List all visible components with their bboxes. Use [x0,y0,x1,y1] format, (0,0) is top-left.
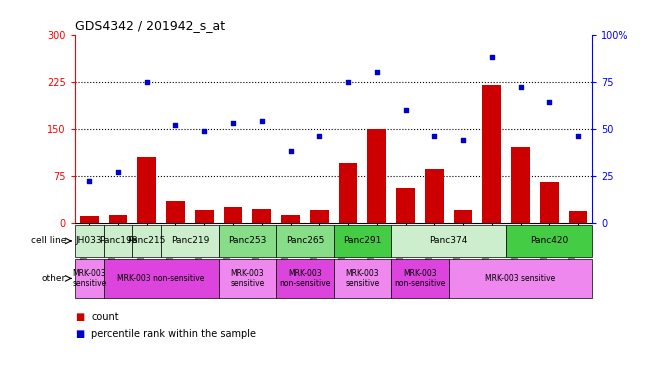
Text: Panc291: Panc291 [343,237,381,245]
Bar [569,212,587,223]
Text: ■: ■ [75,312,84,322]
Text: JH033: JH033 [76,237,103,245]
Text: Panc374: Panc374 [430,237,468,245]
Bar [195,210,214,223]
Text: Panc198: Panc198 [99,237,137,245]
Text: MRK-003 sensitive: MRK-003 sensitive [486,274,556,283]
Point [573,133,583,139]
Bar [449,259,592,298]
Text: Panc253: Panc253 [229,237,266,245]
Text: MRK-003
sensitive: MRK-003 sensitive [345,269,380,288]
Text: Panc219: Panc219 [171,237,209,245]
Text: MRK-003
non-sensitive: MRK-003 non-sensitive [279,269,331,288]
Point [171,122,181,128]
Bar [454,210,473,223]
Bar [253,209,271,223]
Bar [166,201,185,223]
Bar [219,225,276,257]
Bar [104,259,219,298]
Bar [75,225,104,257]
Point [458,137,468,143]
Bar [161,225,219,257]
Point [228,120,238,126]
Bar [333,259,391,298]
Point [256,118,267,124]
Point [372,69,382,75]
Bar [339,163,357,223]
Text: count: count [91,312,118,322]
Bar [333,225,391,257]
Point [400,107,411,113]
Bar [75,259,104,298]
Bar [506,225,592,257]
Point [544,99,555,105]
Bar [482,85,501,223]
Text: MRK-003 non-sensitive: MRK-003 non-sensitive [117,274,205,283]
Point [141,79,152,85]
Text: MRK-003
sensitive: MRK-003 sensitive [230,269,264,288]
Bar [391,225,506,257]
Point [84,178,94,184]
Text: ■: ■ [75,329,84,339]
Text: percentile rank within the sample: percentile rank within the sample [91,329,256,339]
Bar [109,215,128,223]
Point [343,79,353,85]
Point [516,84,526,90]
Bar [80,217,98,223]
Point [199,127,210,134]
Bar [219,259,276,298]
Bar [276,259,333,298]
Bar [137,157,156,223]
Bar [540,182,559,223]
Bar [224,207,242,223]
Bar [281,215,300,223]
Point [486,54,497,60]
Text: cell line: cell line [31,237,66,245]
Text: other: other [42,274,66,283]
Bar [425,169,443,223]
Bar [391,259,449,298]
Point [429,133,439,139]
Text: Panc420: Panc420 [530,237,568,245]
Bar [132,225,161,257]
Point [314,133,324,139]
Bar [310,210,329,223]
Bar [276,225,333,257]
Text: MRK-003
non-sensitive: MRK-003 non-sensitive [395,269,445,288]
Text: GDS4342 / 201942_s_at: GDS4342 / 201942_s_at [75,19,225,32]
Text: MRK-003
sensitive: MRK-003 sensitive [72,269,106,288]
Text: Panc265: Panc265 [286,237,324,245]
Bar [396,188,415,223]
Point [285,148,296,154]
Bar [104,225,132,257]
Text: Panc215: Panc215 [128,237,166,245]
Point [113,169,123,175]
Bar [367,129,386,223]
Bar [511,147,530,223]
